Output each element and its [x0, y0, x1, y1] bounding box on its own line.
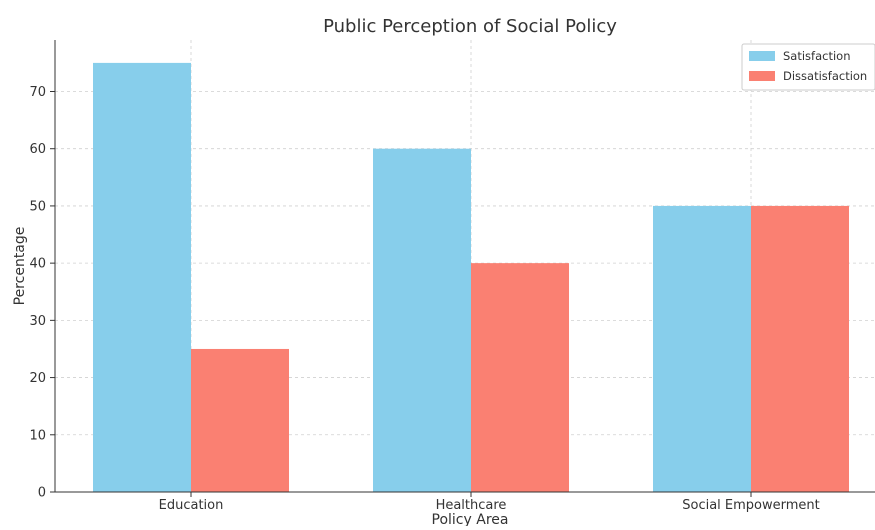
- y-tick-label: 50: [29, 199, 46, 214]
- bar-satisfaction-social-empowerment: [653, 205, 751, 492]
- y-tick-label: 30: [29, 314, 46, 329]
- chart-title: Public Perception of Social Policy: [323, 16, 617, 37]
- bars: [93, 62, 849, 492]
- legend: Satisfaction Dissatisfaction: [741, 43, 875, 91]
- bar-satisfaction-education: [93, 62, 191, 492]
- y-tick-label: 10: [29, 428, 46, 443]
- legend-label-satisfaction: Satisfaction: [783, 49, 851, 63]
- x-axis-label: Policy Area: [432, 512, 509, 526]
- legend-swatch-satisfaction: [749, 51, 775, 61]
- y-tick-label: 40: [29, 257, 46, 272]
- tick-labels: 0 10 20 30 40 50 60 70 Education Healthcare Social…: [29, 85, 819, 513]
- bar-dissatisfaction-education: [191, 348, 289, 492]
- y-tick-label: 70: [29, 85, 46, 100]
- x-tick-label: Healthcare: [436, 498, 507, 513]
- bar-dissatisfaction-healthcare: [471, 263, 569, 492]
- y-tick-label: 0: [38, 486, 46, 501]
- x-tick-label: Education: [159, 498, 224, 513]
- legend-box: [741, 43, 875, 91]
- x-tick-label: Social Empowerment: [682, 498, 820, 513]
- bar-dissatisfaction-social-empowerment: [751, 205, 849, 492]
- axes: [54, 40, 875, 493]
- y-tick-label: 60: [29, 142, 46, 157]
- legend-swatch-dissatisfaction: [749, 71, 775, 81]
- y-axis-label: Percentage: [12, 227, 28, 306]
- y-tick-label: 20: [29, 371, 46, 386]
- legend-label-dissatisfaction: Dissatisfaction: [783, 69, 867, 83]
- bar-satisfaction-healthcare: [373, 148, 471, 492]
